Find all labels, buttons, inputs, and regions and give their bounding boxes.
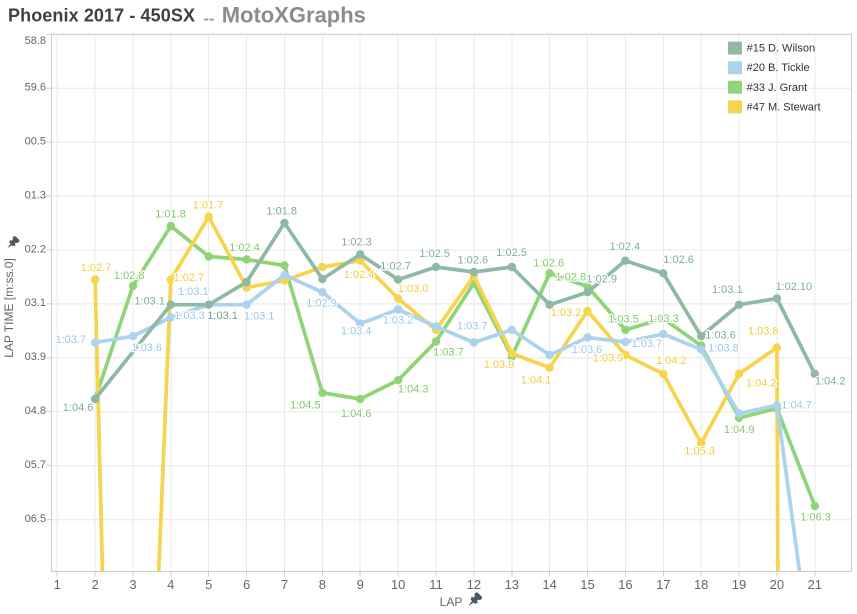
svg-text:1:03.6: 1:03.6: [572, 344, 603, 356]
svg-text:1:02.5: 1:02.5: [419, 248, 450, 260]
svg-text:1:02.8: 1:02.8: [114, 270, 145, 282]
svg-text:1:03.8: 1:03.8: [748, 325, 779, 337]
svg-text:1:02.5: 1:02.5: [496, 247, 527, 259]
svg-text:#47 M. Stewart: #47 M. Stewart: [747, 101, 821, 113]
svg-text:1:04.2: 1:04.2: [746, 378, 777, 390]
svg-text:1:03.5: 1:03.5: [608, 313, 639, 325]
svg-text:15: 15: [580, 577, 594, 592]
svg-text:20: 20: [770, 577, 784, 592]
svg-text:1:04.9: 1:04.9: [724, 424, 755, 436]
svg-text:1:03.2: 1:03.2: [383, 314, 414, 326]
svg-text:1:04.1: 1:04.1: [521, 374, 552, 386]
svg-text:1:03.3: 1:03.3: [648, 313, 679, 325]
svg-text:4: 4: [167, 577, 174, 592]
svg-text:--: --: [204, 10, 215, 28]
svg-text:1:04.6: 1:04.6: [63, 402, 94, 414]
svg-text:8: 8: [319, 577, 326, 592]
svg-text:1:03.0: 1:03.0: [398, 283, 429, 295]
svg-text:05.7: 05.7: [25, 459, 46, 471]
svg-text:#15 D. Wilson: #15 D. Wilson: [747, 43, 815, 55]
svg-text:LAP TIME [m:ss.0]: LAP TIME [m:ss.0]: [2, 258, 16, 358]
svg-text:1:02.7: 1:02.7: [81, 262, 112, 274]
svg-text:1:02.10: 1:02.10: [775, 281, 812, 293]
svg-text:Phoenix 2017 - 450SX: Phoenix 2017 - 450SX: [8, 5, 195, 25]
svg-text:2: 2: [91, 577, 98, 592]
svg-text:1:03.2: 1:03.2: [551, 307, 582, 319]
svg-text:1:03.3: 1:03.3: [174, 310, 205, 322]
svg-text:1:04.2: 1:04.2: [815, 375, 846, 387]
svg-text:14: 14: [542, 577, 556, 592]
svg-text:58.8: 58.8: [25, 35, 46, 47]
svg-text:1:02.4: 1:02.4: [344, 269, 375, 281]
svg-text:11: 11: [429, 577, 443, 592]
svg-text:1:03.6: 1:03.6: [705, 330, 736, 342]
svg-text:1:04.5: 1:04.5: [290, 400, 321, 412]
svg-text:1:03.7: 1:03.7: [632, 338, 663, 350]
svg-text:1:03.8: 1:03.8: [708, 342, 739, 354]
svg-text:1:02.9: 1:02.9: [586, 273, 617, 285]
svg-text:1:01.8: 1:01.8: [266, 205, 297, 217]
svg-text:1:03.7: 1:03.7: [457, 320, 488, 332]
svg-text:12: 12: [467, 577, 481, 592]
svg-text:1:02.8: 1:02.8: [556, 272, 587, 284]
svg-text:13: 13: [505, 577, 519, 592]
svg-text:1:01.7: 1:01.7: [193, 200, 224, 212]
svg-text:10: 10: [391, 577, 405, 592]
svg-text:1:03.7: 1:03.7: [433, 347, 464, 359]
svg-text:1:02.3: 1:02.3: [341, 237, 372, 249]
svg-text:1: 1: [54, 577, 61, 592]
svg-text:03.1: 03.1: [25, 297, 46, 309]
svg-text:1:04.2: 1:04.2: [656, 355, 687, 367]
svg-text:3: 3: [129, 577, 136, 592]
svg-text:17: 17: [656, 577, 670, 592]
svg-text:#33 J. Grant: #33 J. Grant: [747, 82, 808, 94]
svg-text:01.3: 01.3: [25, 189, 46, 201]
svg-text:19: 19: [732, 577, 746, 592]
svg-text:04.8: 04.8: [25, 405, 46, 417]
svg-text:1:04.6: 1:04.6: [341, 408, 372, 420]
svg-text:1:06.3: 1:06.3: [800, 511, 831, 523]
svg-text:1:02.7: 1:02.7: [174, 272, 205, 284]
svg-text:03.9: 03.9: [25, 351, 46, 363]
svg-text:LAP: LAP: [440, 595, 463, 609]
svg-text:1:03.1: 1:03.1: [244, 310, 275, 322]
svg-text:9: 9: [357, 577, 364, 592]
svg-text:7: 7: [281, 577, 288, 592]
svg-text:1:03.7: 1:03.7: [56, 334, 87, 346]
svg-text:1:03.1: 1:03.1: [178, 286, 209, 298]
svg-text:02.2: 02.2: [25, 243, 46, 255]
svg-text:1:03.1: 1:03.1: [712, 284, 743, 296]
svg-text:21: 21: [808, 577, 822, 592]
svg-text:1:03.1: 1:03.1: [207, 310, 238, 322]
svg-text:00.5: 00.5: [25, 136, 46, 148]
svg-text:1:02.7: 1:02.7: [380, 260, 411, 272]
svg-text:5: 5: [205, 577, 212, 592]
svg-text:1:02.6: 1:02.6: [663, 254, 694, 266]
svg-text:1:02.6: 1:02.6: [533, 258, 564, 270]
svg-text:16: 16: [618, 577, 632, 592]
svg-text:1:03.4: 1:03.4: [341, 326, 372, 338]
svg-text:1:02.6: 1:02.6: [458, 254, 489, 266]
svg-text:MotoXGraphs: MotoXGraphs: [222, 2, 366, 27]
svg-text:1:03.9: 1:03.9: [484, 359, 515, 371]
svg-text:1:02.4: 1:02.4: [610, 241, 641, 253]
svg-text:1:03.9: 1:03.9: [593, 352, 624, 364]
svg-text:06.5: 06.5: [25, 513, 46, 525]
svg-text:1:04.3: 1:04.3: [398, 383, 429, 395]
svg-text:1:02.9: 1:02.9: [306, 297, 337, 309]
svg-text:1:03.1: 1:03.1: [134, 296, 165, 308]
svg-text:18: 18: [694, 577, 708, 592]
svg-text:1:05.3: 1:05.3: [684, 446, 715, 458]
svg-text:59.6: 59.6: [25, 82, 46, 94]
svg-text:6: 6: [243, 577, 250, 592]
svg-text:1:04.7: 1:04.7: [781, 400, 812, 412]
svg-text:1:03.6: 1:03.6: [131, 342, 162, 354]
svg-text:1:02.4: 1:02.4: [229, 242, 260, 254]
svg-text:1:01.8: 1:01.8: [155, 208, 186, 220]
svg-text:#20 B. Tickle: #20 B. Tickle: [747, 62, 810, 74]
